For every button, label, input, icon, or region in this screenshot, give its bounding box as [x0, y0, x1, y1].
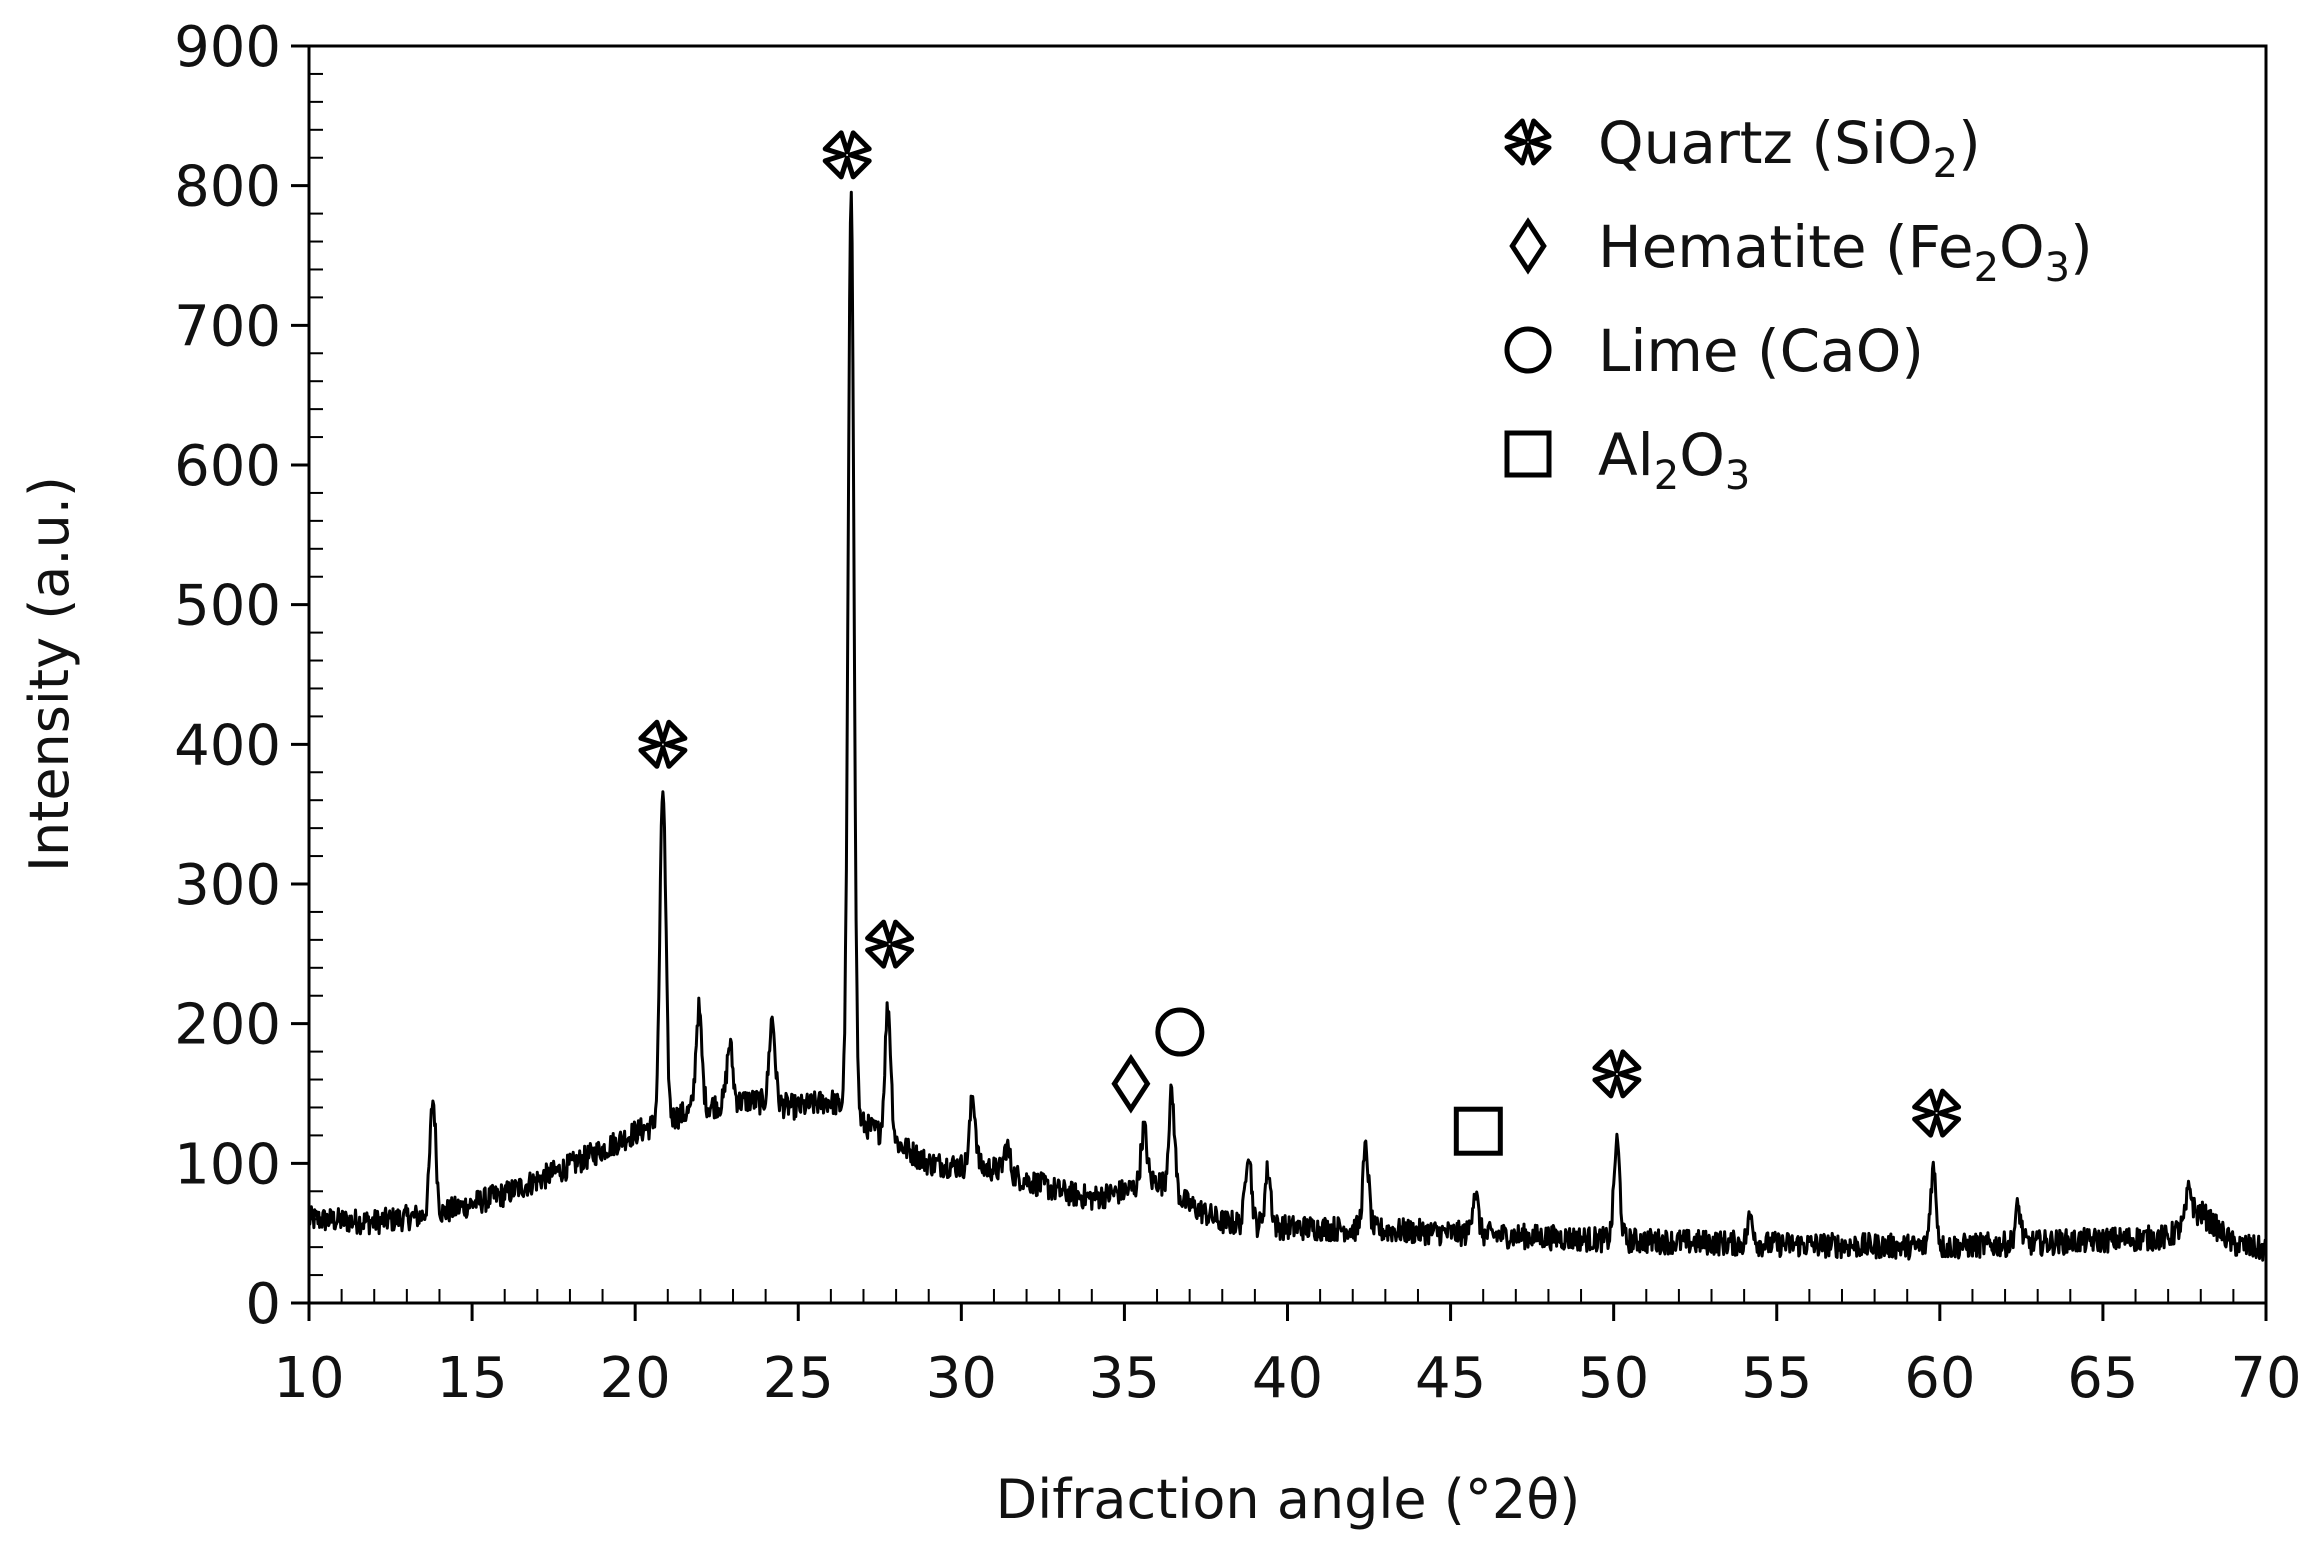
square-marker: [1453, 1106, 1503, 1156]
y-axis-ticks: 0 100 200 300 400 500 600 700 800 900: [174, 15, 323, 1337]
legend-label: Al2O3: [1598, 421, 1750, 499]
y-tick-label: 300: [174, 853, 281, 918]
x-tick-label: 40: [1252, 1346, 1323, 1411]
y-tick-label: 800: [174, 155, 281, 220]
x-tick-label: 50: [1578, 1346, 1649, 1411]
x-tick-label: 70: [2230, 1346, 2301, 1411]
x-tick-label: 60: [1904, 1346, 1975, 1411]
x-tick-label: 10: [273, 1346, 344, 1411]
x-tick-label: 35: [1089, 1346, 1160, 1411]
cross-marker: [638, 719, 688, 769]
cross-marker: [1592, 1049, 1642, 1099]
x-tick-label: 30: [926, 1346, 997, 1411]
x-tick-label: 45: [1415, 1346, 1486, 1411]
cross-marker: [1912, 1088, 1962, 1138]
y-tick-label: 0: [245, 1272, 281, 1337]
phase-markers: [638, 130, 1962, 1156]
y-tick-label: 200: [174, 993, 281, 1058]
y-tick-label: 600: [174, 434, 281, 499]
legend-label: Quartz (SiO2): [1598, 109, 1981, 187]
cross-marker: [865, 919, 915, 969]
legend: Quartz (SiO2) Hematite (Fe2O3) Lime (CaO) A…: [1504, 109, 2093, 499]
y-tick-label: 700: [174, 294, 281, 359]
x-axis-title: Difraction angle (°2θ): [996, 1468, 1581, 1531]
legend-diamond-icon: [1509, 217, 1547, 275]
x-tick-label: 20: [600, 1346, 671, 1411]
x-tick-label: 55: [1741, 1346, 1812, 1411]
y-tick-label: 100: [174, 1132, 281, 1197]
y-tick-label: 900: [174, 15, 281, 80]
diffraction-pattern-line: [307, 190, 2268, 1262]
legend-circle-icon: [1504, 326, 1552, 374]
legend-square-icon: [1504, 430, 1552, 478]
x-tick-label: 15: [436, 1346, 507, 1411]
x-tick-label: 65: [2067, 1346, 2138, 1411]
diamond-marker: [1111, 1053, 1151, 1114]
circle-marker: [1155, 1007, 1205, 1057]
cross-marker: [822, 130, 872, 180]
x-axis-ticks: 10 15 20 25 30 35 40 45 50 55 60 65 70: [273, 1289, 2302, 1411]
y-axis-title: Intensity (a.u.): [18, 476, 81, 872]
legend-cross-icon: [1504, 118, 1552, 166]
x-tick-label: 25: [763, 1346, 834, 1411]
y-tick-label: 500: [174, 574, 281, 639]
legend-label: Hematite (Fe2O3): [1598, 213, 2093, 291]
y-tick-label: 400: [174, 713, 281, 778]
legend-label: Lime (CaO): [1598, 317, 1924, 385]
